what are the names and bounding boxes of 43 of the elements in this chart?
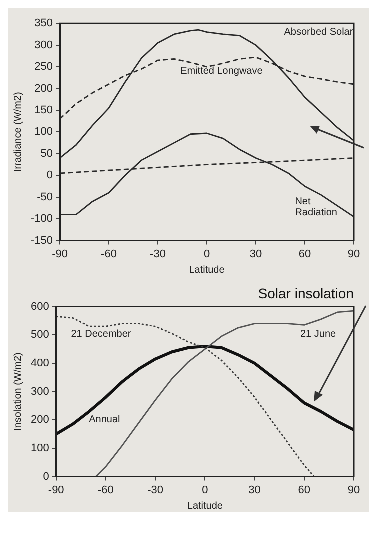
y-tick-label: -50 — [37, 191, 54, 204]
y-tick-label: 600 — [30, 300, 50, 313]
y-tick-label: 0 — [46, 170, 54, 182]
series-label: Emitted Longwave — [180, 66, 264, 78]
x-tick-label: -30 — [148, 484, 164, 496]
x-tick-label: 90 — [348, 484, 360, 496]
series-label: Net Radiation — [295, 196, 338, 218]
x-tick-label: -90 — [52, 248, 68, 260]
y-axis-title: Insolation (W/m2) — [12, 352, 24, 431]
x-tick-label: 60 — [298, 484, 311, 496]
chart-title: Solar insolation — [258, 285, 354, 302]
x-tick-label: 30 — [250, 248, 262, 260]
x-tick-label: -90 — [48, 484, 64, 496]
y-tick-label: 0 — [43, 470, 50, 483]
series-label: Annual — [89, 414, 120, 426]
x-axis-title: Latitude — [187, 500, 224, 512]
x-tick-label: 60 — [298, 248, 312, 260]
x-tick-label: -60 — [98, 484, 114, 496]
text: Absorbed Solar — [284, 27, 354, 38]
y-tick-label: 300 — [30, 386, 50, 398]
series-label: 21 December — [71, 328, 132, 340]
series-label: 21 June — [300, 328, 337, 340]
y-tick-label: 50 — [40, 148, 54, 160]
x-tick-label: 0 — [202, 484, 208, 496]
y-tick-label: -100 — [30, 213, 54, 226]
y-tick-label: 100 — [34, 126, 54, 138]
y-tick-label: 350 — [34, 18, 54, 30]
x-tick-label: -30 — [150, 248, 166, 260]
x-tick-label: 0 — [204, 248, 210, 260]
y-tick-label: 500 — [30, 329, 50, 342]
y-tick-label: 100 — [30, 442, 50, 454]
y-tick-label: -150 — [30, 234, 54, 247]
x-tick-label: -60 — [101, 248, 117, 260]
y-tick-label: 250 — [34, 61, 54, 74]
y-tick-label: 300 — [34, 39, 54, 52]
y-axis-title: Irradiance (W/m2) — [12, 92, 24, 172]
y-tick-label: 200 — [34, 82, 54, 95]
y-tick-label: 400 — [30, 358, 50, 370]
y-tick-label: 150 — [34, 104, 54, 117]
y-tick-label: 200 — [30, 414, 50, 426]
x-tick-label: 90 — [348, 248, 360, 260]
x-axis-title: Latitude — [189, 264, 226, 276]
x-tick-label: 30 — [248, 484, 261, 496]
